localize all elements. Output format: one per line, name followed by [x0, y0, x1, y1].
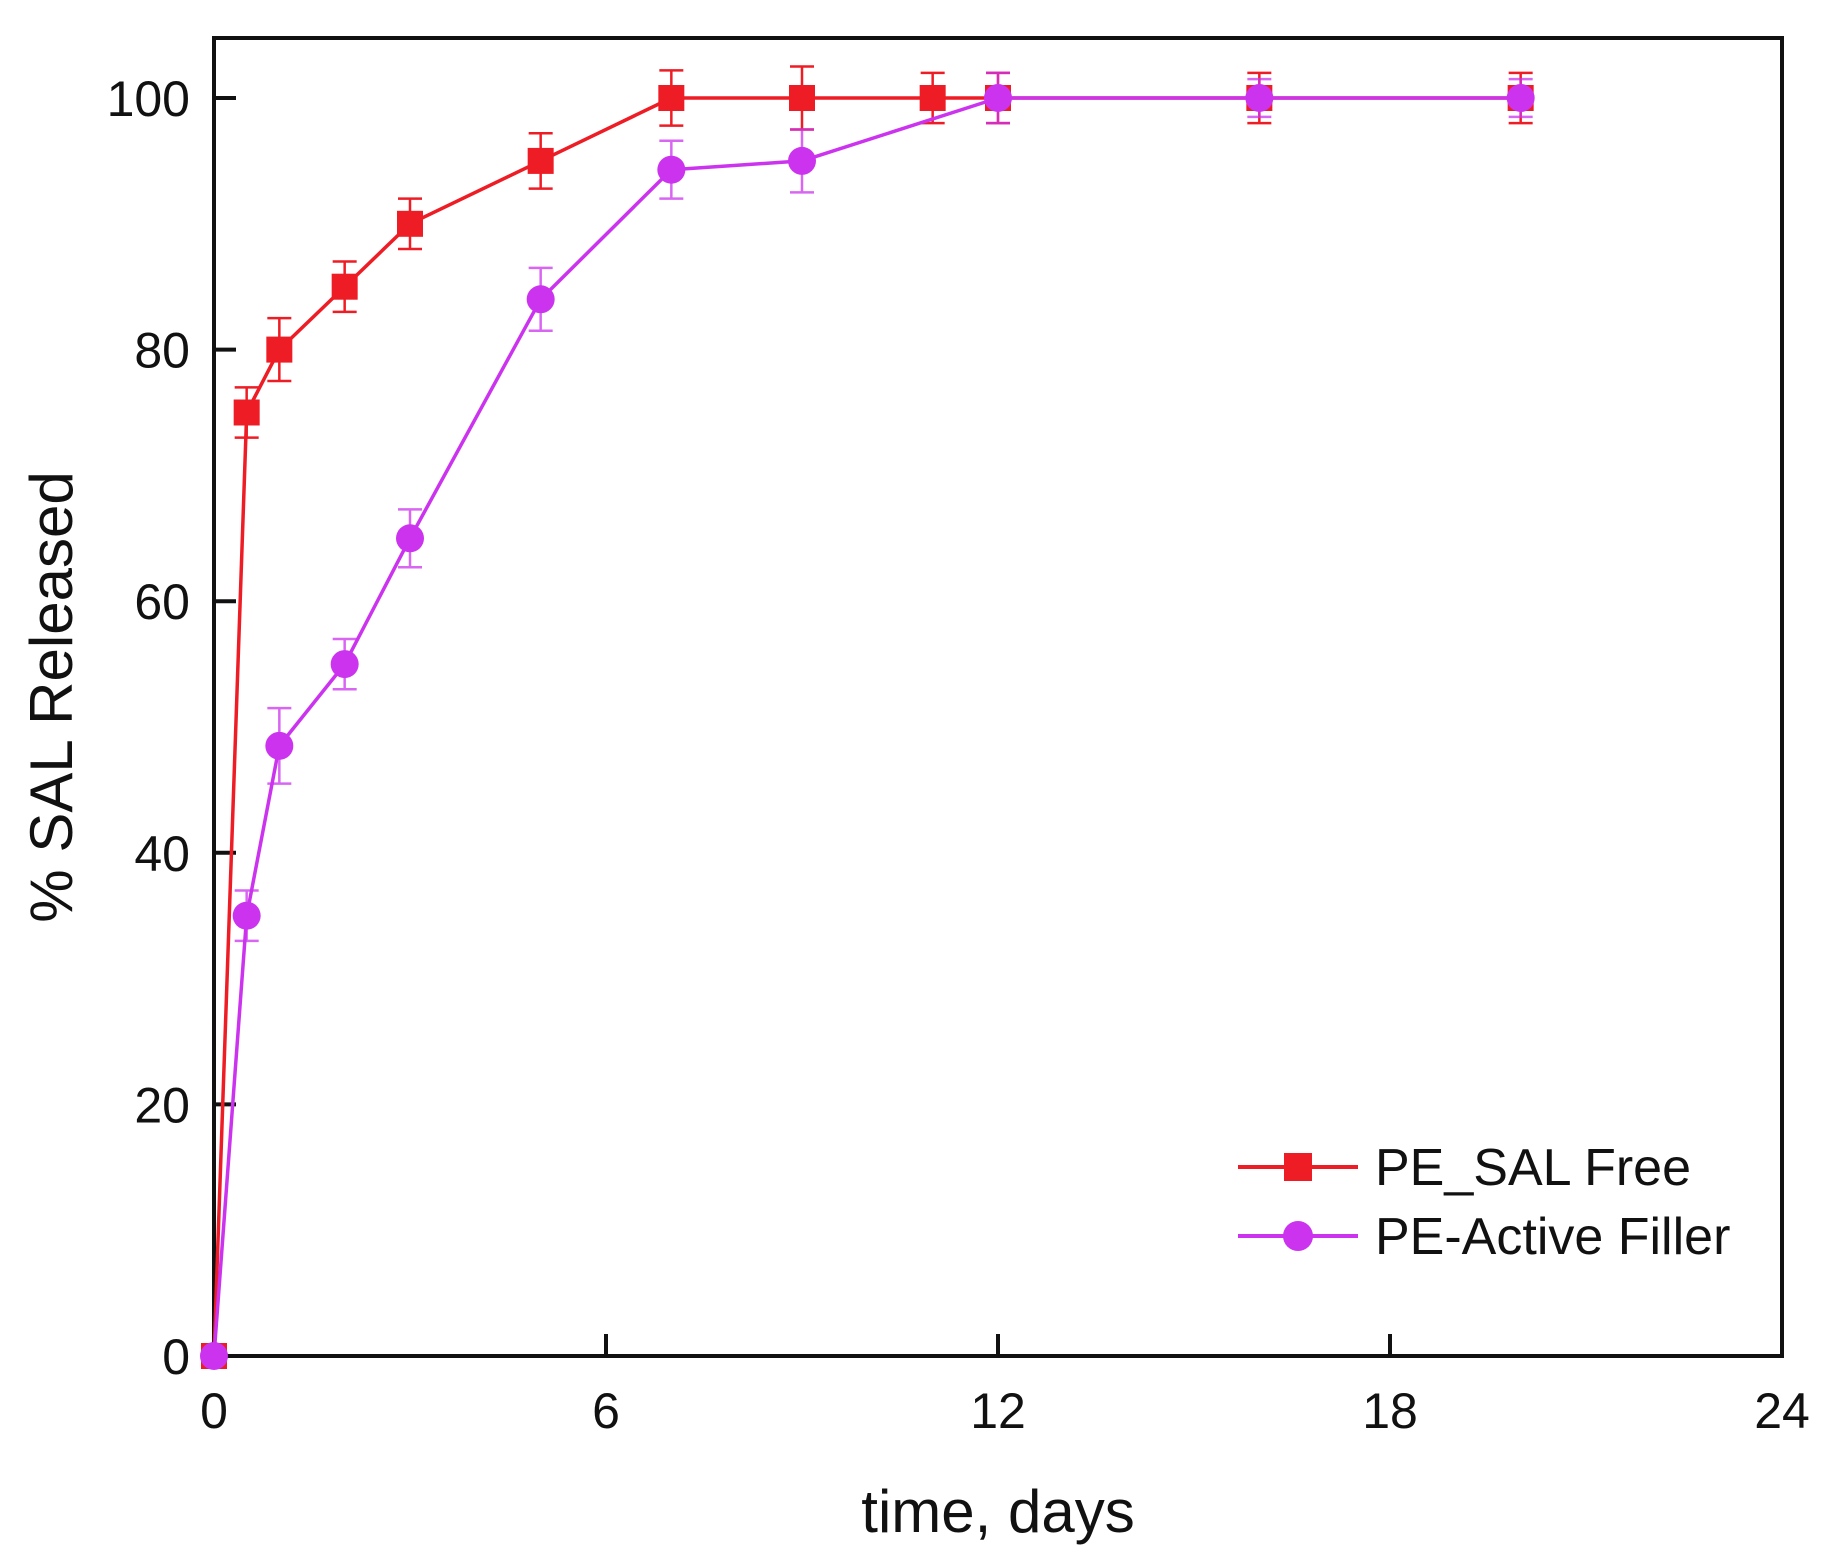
data-point-square [527, 147, 554, 174]
y-tick-label: 0 [162, 1329, 190, 1385]
data-point-circle [200, 1342, 228, 1370]
axis-ticks: 0 6 12 18 24 0 20 40 60 80 100 [107, 71, 1810, 1439]
data-point-square [658, 85, 685, 111]
legend-label-pe-sal-free: PE_SAL Free [1375, 1139, 1691, 1197]
data-point-circle [526, 285, 555, 314]
y-tick-label: 20 [134, 1077, 190, 1133]
data-point-circle [657, 155, 686, 184]
data-point-circle [232, 901, 261, 930]
data-point-square [331, 273, 358, 300]
legend-marker-square [1284, 1153, 1312, 1181]
plot-area [212, 36, 1784, 1358]
data-point-circle [330, 650, 359, 679]
y-tick-label: 40 [134, 826, 190, 882]
legend: PE_SAL Free PE-Active Filler [1238, 1139, 1730, 1266]
data-point-circle [788, 146, 816, 175]
y-tick-label: 60 [134, 574, 190, 630]
data-point-circle [984, 84, 1012, 112]
x-tick-label: 18 [1362, 1383, 1418, 1439]
x-tick-label: 12 [970, 1383, 1026, 1439]
legend-label-pe-active-filler: PE-Active Filler [1375, 1208, 1730, 1266]
series-pe-active-filler [200, 71, 1535, 1370]
y-axis-title: % SAL Released [18, 471, 85, 922]
data-point-square [266, 336, 293, 363]
x-axis-title: time, days [861, 1478, 1134, 1545]
data-point-circle [396, 524, 424, 553]
data-point-square [789, 85, 815, 111]
data-point-square [233, 399, 260, 426]
plot-frame [212, 36, 1784, 1358]
data-point-square [397, 210, 423, 237]
data-point-circle [1245, 84, 1274, 112]
y-tick-label: 100 [107, 71, 190, 127]
x-tick-label: 24 [1754, 1383, 1810, 1439]
data-point-circle [1506, 84, 1535, 112]
y-tick-label: 80 [134, 323, 190, 379]
legend-marker-circle [1283, 1221, 1313, 1251]
data-point-square [919, 85, 946, 111]
data-point-circle [265, 731, 294, 760]
series-layer [200, 65, 1535, 1370]
x-tick-label: 6 [592, 1383, 620, 1439]
x-tick-label: 0 [200, 1383, 228, 1439]
